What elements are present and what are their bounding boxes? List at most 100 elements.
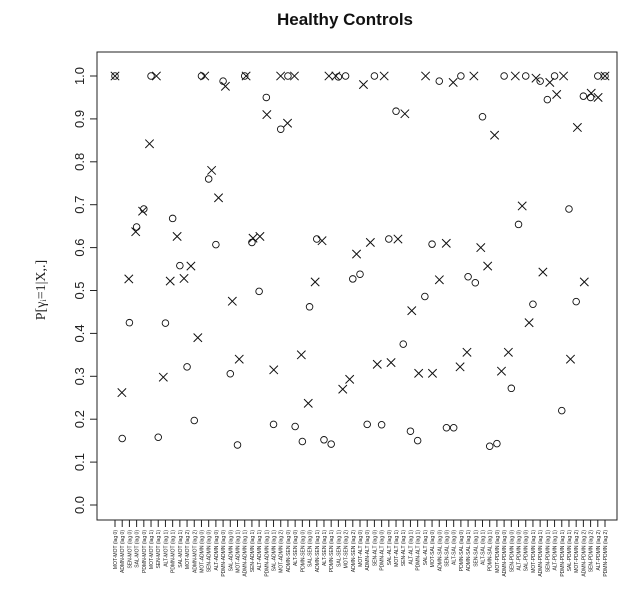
x-tick-label: PDMN-PDMN (lag 2) xyxy=(603,530,609,577)
cross-point xyxy=(207,165,217,175)
x-tick-label: ALT-PDMN (lag 1) xyxy=(553,530,559,571)
circle-point xyxy=(269,420,278,429)
x-tick-label: ADMN-SAL (lag 1) xyxy=(466,530,472,572)
x-tick-label: SAL-ALT (lag 1) xyxy=(423,530,429,566)
circle-point xyxy=(298,437,307,446)
x-tick-label: MOT-MOT (lag 2) xyxy=(185,530,191,569)
circle-point xyxy=(478,113,487,121)
cross-point xyxy=(138,206,148,216)
x-tick-label: SEN-MOT (lag 0) xyxy=(127,530,133,569)
cross-point xyxy=(262,110,272,120)
circle-point xyxy=(601,72,609,80)
circle-point xyxy=(111,72,119,80)
cross-point xyxy=(317,236,327,246)
cross-point xyxy=(255,231,265,241)
x-tick-label: SAL-PDMN (lag 1) xyxy=(567,530,573,572)
circle-point xyxy=(356,270,364,278)
x-tick-label: ALT-ADMN (lag 0) xyxy=(214,530,220,571)
cross-point xyxy=(365,237,375,248)
x-tick-label: MOT-PDMN (lag 0) xyxy=(495,530,501,573)
cross-point xyxy=(414,368,424,378)
circle-point xyxy=(276,125,285,133)
x-tick-label: MOT-ALT (lag 0) xyxy=(358,530,364,567)
x-tick-label: SEN-PDMN (lag 2) xyxy=(589,530,595,573)
circle-point xyxy=(529,300,537,308)
data-marks xyxy=(110,71,610,450)
x-tick-label: ADMN-SAL (lag 0) xyxy=(437,530,443,572)
circle-point xyxy=(493,439,501,448)
circle-point xyxy=(421,292,429,301)
cross-point xyxy=(386,358,396,368)
cross-point xyxy=(296,350,306,360)
circle-point xyxy=(413,436,422,445)
circle-point xyxy=(579,92,588,100)
cross-point xyxy=(331,71,341,81)
cross-point xyxy=(200,71,210,81)
x-tick-label: SAL-SEN (lag 1) xyxy=(336,530,342,567)
x-tick-label: PDMN-ALT (lag 0) xyxy=(380,530,386,571)
cross-point xyxy=(531,73,541,83)
cross-point xyxy=(172,231,182,241)
cross-point xyxy=(503,347,513,357)
cross-point xyxy=(165,276,175,286)
circle-point xyxy=(471,279,480,287)
x-tick-label: SEN-SAL (lag 0) xyxy=(444,530,450,567)
x-tick-label: ALT-SAL (lag 1) xyxy=(481,530,487,565)
x-tick-label: ALT-SAL (lag 0) xyxy=(452,530,458,565)
y-tick-label: 0.6 xyxy=(72,239,87,257)
y-axis-label: P[γᵢ=1|X,.] xyxy=(34,260,49,320)
circle-point xyxy=(406,427,415,435)
x-tick-label: PDMN-MOT (lag 1) xyxy=(171,530,177,573)
circle-point xyxy=(507,384,516,393)
circle-point xyxy=(521,72,530,80)
cross-point xyxy=(241,71,251,81)
circle-point xyxy=(377,421,386,429)
circle-point xyxy=(226,369,235,378)
x-tick-label: MOT-MOT (lag 1) xyxy=(149,530,155,569)
cross-point xyxy=(559,71,569,81)
circle-point xyxy=(240,72,249,80)
circle-point xyxy=(147,72,155,80)
cross-point xyxy=(110,71,120,81)
x-tick-label: SAL-ALT (lag 0) xyxy=(387,530,393,566)
x-tick-label: MOT-ADMN (lag 0) xyxy=(199,530,205,573)
x-tick-label: SEN-ALT (lag 0) xyxy=(372,530,378,567)
chart-title: Healthy Controls xyxy=(277,10,413,29)
cross-point xyxy=(579,277,589,287)
x-tick-label: MOT-PDMN (lag 1) xyxy=(531,530,537,573)
y-tick-label: 0.9 xyxy=(72,110,87,128)
circle-point xyxy=(197,72,206,80)
x-tick-label: ALT-SEN (lag 0) xyxy=(293,530,299,566)
circle-point xyxy=(543,95,552,104)
circle-point xyxy=(536,77,544,85)
circle-point xyxy=(464,273,472,281)
cross-point xyxy=(600,71,610,81)
circle-point xyxy=(132,223,141,231)
circle-point xyxy=(154,433,162,441)
cross-point xyxy=(345,374,355,384)
x-tick-label: ADMN-SEN (lag 1) xyxy=(315,530,321,573)
cross-point xyxy=(565,354,576,364)
x-tick-label: MOT-PDMN (lag 2) xyxy=(574,530,580,573)
circle-point xyxy=(176,261,184,270)
x-tick-label: SAL-MOT (lag 1) xyxy=(178,530,184,568)
cross-point xyxy=(400,109,410,119)
circle-point xyxy=(212,240,220,249)
circle-point xyxy=(594,72,602,80)
y-tick-label: 0.5 xyxy=(72,281,87,299)
circle-point xyxy=(161,319,170,327)
cross-point xyxy=(351,249,362,259)
x-tick-label: SEN-SAL (lag 1) xyxy=(473,530,479,567)
x-tick-label: MOT-ALT (lag 1) xyxy=(394,530,400,567)
x-tick-label: ADMN-MOT (lag 2) xyxy=(192,530,198,573)
x-tick-label: PDMN-MOT (lag 0) xyxy=(142,530,148,573)
x-tick-label: MOT-SEN (lag 2) xyxy=(344,530,350,569)
cross-point xyxy=(455,362,465,372)
circle-point xyxy=(558,406,566,415)
x-tick-label: ALT-PDMN (lag 2) xyxy=(596,530,602,571)
x-tick-label: ADMN-ALT (lag 0) xyxy=(365,530,371,571)
x-tick-label: PDMN-SEN (lag 0) xyxy=(300,530,306,573)
x-tick-label: SEN-PDMN (lag 1) xyxy=(545,530,551,573)
cross-point xyxy=(407,306,417,316)
x-tick-label: SAL-SEN (lag 0) xyxy=(308,530,314,567)
